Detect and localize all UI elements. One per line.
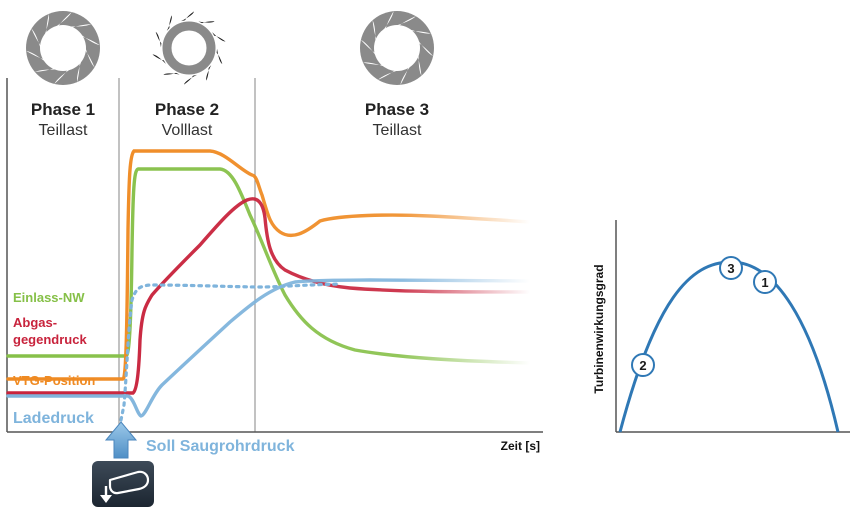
phase-3-subtitle: Teillast (373, 122, 422, 139)
turbine-vane (54, 12, 72, 28)
soll-saugrohrdruck-curve (119, 282, 342, 422)
turbine-vane (79, 33, 100, 46)
phase-1-subtitle: Teillast (39, 122, 88, 139)
phase-1-title: Phase 1 (31, 100, 95, 119)
turbine-vane (155, 31, 162, 48)
turbine-vane (400, 64, 412, 85)
phase-2-title: Phase 2 (155, 100, 219, 119)
vtg-position-curve (6, 149, 532, 381)
einlass-nw-curve (6, 167, 532, 365)
turbine-vane (417, 39, 434, 57)
svg-text:2: 2 (639, 358, 646, 373)
vtg-position-label: VTG-Position (13, 373, 95, 388)
svg-text:1: 1 (761, 275, 768, 290)
x-axis-label: Zeit [s] (501, 439, 540, 453)
phase-3-title: Phase 3 (365, 100, 429, 119)
turbine-vane (183, 74, 197, 85)
up-arrow-icon (104, 421, 138, 459)
ladedruck-curve (6, 278, 532, 418)
turbine-vane (206, 65, 212, 81)
soll-saugrohrdruck-label: Soll Saugrohrdruck (146, 438, 295, 455)
abgasgegendruck-label-line2: gegendruck (13, 332, 87, 347)
turbine-icon-phase-1 (26, 11, 100, 85)
turbine-vane (417, 52, 422, 76)
turbine-vane (394, 16, 416, 27)
efficiency-marker-2: 2 (631, 353, 655, 377)
abgasgegendruck-curve (6, 197, 532, 395)
turbine-vane (408, 28, 431, 34)
turbine-vane (166, 15, 172, 31)
turbine-vane (26, 50, 47, 63)
turbine-vane (181, 11, 195, 22)
turbine-vane (216, 48, 223, 65)
turbine-vane (34, 68, 59, 73)
efficiency-curve (618, 260, 840, 433)
turbine-vane (212, 32, 226, 42)
turbine-vane (360, 39, 377, 57)
efficiency-y-label: Turbinenwirkungsgrad (592, 264, 606, 393)
einlass-nw-label: Einlass-NW (13, 290, 85, 305)
turbine-vane (67, 23, 92, 28)
turbine-vane (85, 46, 95, 68)
turbine-vane (363, 62, 386, 68)
turbine-vane (198, 21, 215, 24)
efficiency-marker-3: 3 (719, 256, 743, 280)
turbine-vane (54, 68, 72, 84)
phase-2-subtitle: Volllast (162, 122, 213, 139)
turbine-vane (378, 69, 400, 80)
turbine-vane (163, 72, 180, 75)
turbine-icon-phase-2 (152, 11, 226, 85)
svg-text:3: 3 (727, 261, 734, 276)
efficiency-marker-1: 1 (753, 270, 777, 294)
turbine-icon-phase-3 (360, 11, 434, 85)
turbine-vane (44, 13, 50, 37)
turbine-vane (372, 20, 377, 44)
accelerator-pedal-icon (92, 461, 154, 507)
turbine-vane (152, 54, 166, 64)
ladedruck-label: Ladedruck (13, 410, 94, 427)
turbine-vane (76, 59, 82, 83)
turbine-vane (31, 28, 41, 50)
abgasgegendruck-label-line1: Abgas- (13, 315, 57, 330)
turbine-vane (382, 11, 394, 32)
